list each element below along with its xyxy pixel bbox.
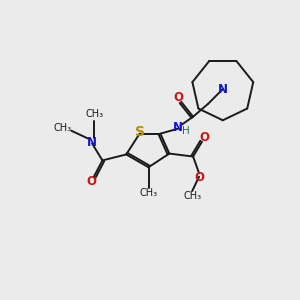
Text: CH₃: CH₃: [183, 191, 201, 201]
Text: N: N: [87, 136, 97, 149]
Text: N: N: [173, 121, 183, 134]
Text: CH₃: CH₃: [86, 109, 104, 119]
Text: N: N: [218, 82, 228, 96]
Text: CH₃: CH₃: [53, 123, 71, 133]
Text: O: O: [199, 131, 209, 144]
Text: O: O: [195, 171, 205, 184]
Text: S: S: [135, 125, 145, 139]
Text: CH₃: CH₃: [140, 188, 158, 198]
Text: O: O: [86, 175, 96, 188]
Text: O: O: [174, 91, 184, 104]
Text: H: H: [182, 126, 190, 136]
